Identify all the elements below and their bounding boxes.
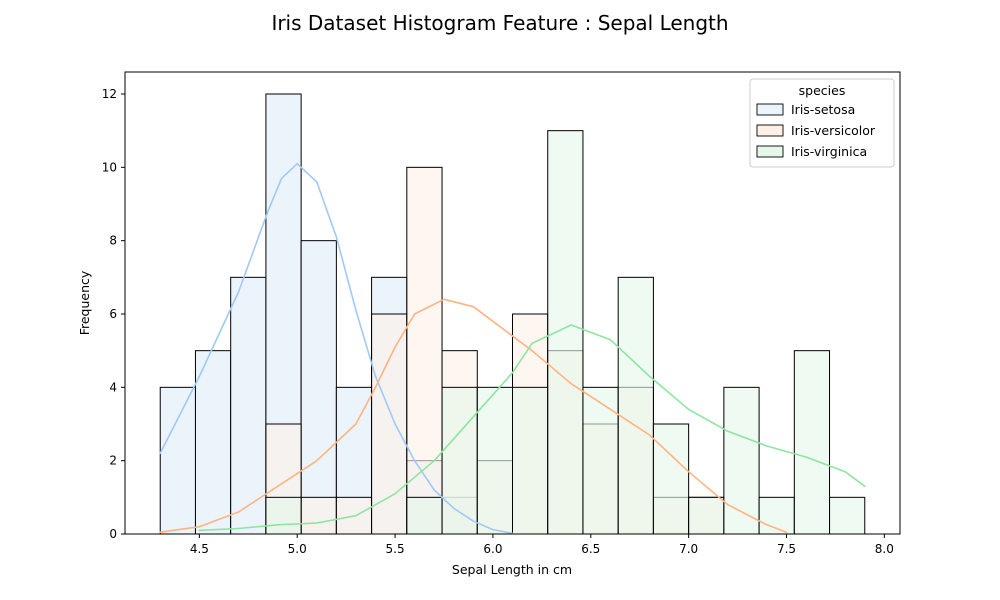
bar-iris-virginica-14 xyxy=(652,423,690,535)
y-tick-label: 10 xyxy=(102,160,117,174)
legend-label-iris-versicolor: Iris-versicolor xyxy=(791,123,876,138)
histogram-bars xyxy=(159,93,866,535)
y-axis-ticks: 0 2 4 6 8 10 12 xyxy=(102,87,125,541)
bar-iris-setosa-2 xyxy=(230,276,267,535)
x-tick-label: 5.5 xyxy=(386,542,405,556)
bar-iris-setosa-1 xyxy=(194,350,232,535)
x-tick-label: 8.0 xyxy=(875,542,894,556)
legend-label-iris-virginica: Iris-virginica xyxy=(791,144,867,159)
bar-iris-versicolor-4 xyxy=(300,496,337,535)
bar-iris-virginica-12 xyxy=(582,386,619,535)
y-tick-label: 4 xyxy=(109,380,117,394)
x-tick-label: 6.5 xyxy=(581,542,600,556)
legend-label-iris-setosa: Iris-setosa xyxy=(791,102,855,117)
x-axis-ticks: 4.5 5.0 5.5 6.0 6.5 7.0 7.5 8.0 xyxy=(190,534,894,556)
bar-iris-virginica-13 xyxy=(617,276,654,535)
bar-iris-virginica-7 xyxy=(406,496,443,535)
bar-iris-virginica-19 xyxy=(829,496,866,535)
chart-title: Iris Dataset Histogram Feature : Sepal L… xyxy=(271,11,728,35)
kde-iris-setosa xyxy=(159,162,514,535)
bar-iris-virginica-8 xyxy=(441,386,478,535)
y-axis-label: Frequency xyxy=(77,270,92,335)
kde-curves xyxy=(159,162,866,535)
legend-swatch-iris-versicolor xyxy=(756,124,784,137)
x-axis-label: Sepal Length in cm xyxy=(452,562,572,577)
bar-iris-virginica-10 xyxy=(512,386,549,535)
bar-iris-setosa-0 xyxy=(159,386,196,535)
bar-iris-versicolor-6 xyxy=(371,313,408,535)
x-tick-label: 5.0 xyxy=(288,542,307,556)
bar-iris-virginica-9 xyxy=(476,386,514,535)
y-tick-label: 2 xyxy=(109,454,117,468)
x-tick-label: 6.0 xyxy=(483,542,502,556)
plot-frame xyxy=(124,71,901,535)
bar-iris-virginica-11 xyxy=(547,130,584,535)
bar-iris-virginica-16 xyxy=(723,386,760,535)
bar-iris-versicolor-7 xyxy=(406,166,443,535)
bar-iris-virginica-15 xyxy=(688,496,725,535)
legend-title: species xyxy=(799,83,846,98)
legend: species Iris-setosa Iris-versicolor Iris-v… xyxy=(749,78,895,168)
kde-iris-virginica xyxy=(198,324,866,532)
bar-iris-setosa-4 xyxy=(300,240,337,535)
x-tick-label: 7.5 xyxy=(777,542,796,556)
kde-iris-versicolor xyxy=(159,298,788,533)
legend-swatch-iris-setosa xyxy=(756,103,784,116)
y-tick-label: 6 xyxy=(109,307,117,321)
legend-box xyxy=(749,78,895,168)
x-tick-label: 7.0 xyxy=(679,542,698,556)
y-tick-label: 0 xyxy=(109,527,117,541)
x-tick-label: 4.5 xyxy=(190,542,209,556)
y-tick-label: 12 xyxy=(102,87,117,101)
bar-iris-virginica-3 xyxy=(265,496,302,535)
bar-iris-virginica-18 xyxy=(793,350,831,535)
y-tick-label: 8 xyxy=(109,234,117,248)
legend-swatch-iris-virginica xyxy=(756,145,784,158)
